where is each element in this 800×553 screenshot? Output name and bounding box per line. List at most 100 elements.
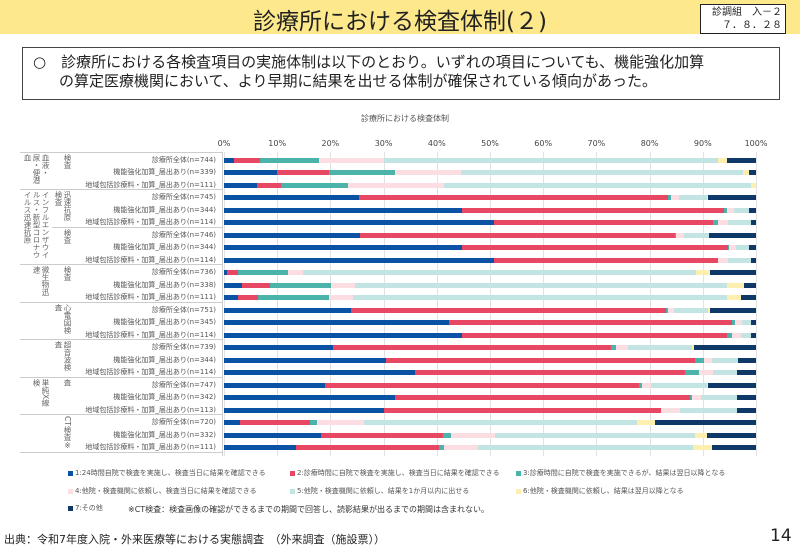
gridline [224,152,225,456]
legend-swatch [68,488,73,494]
gridline [702,152,704,456]
group-separator [20,301,222,303]
bar-segment-2 [461,332,728,338]
group-separator [20,339,222,341]
legend-swatch [290,488,295,494]
x-tick-label: 0% [217,139,231,148]
legend-swatch [68,505,73,511]
bar-segment-3 [439,445,445,451]
bar-segment-4 [317,420,364,426]
bullet-icon: ○ [33,53,47,71]
legend-item: 5:他院・検査機関に依頼し、結果を1か月以内に出せる [290,486,469,496]
row-label: 診療所全体(n=746) [151,230,216,239]
bar-segment-1 [224,320,450,326]
bar-segment-5 [713,370,737,376]
bar-segment-3 [727,245,730,251]
gridline [596,152,598,456]
bar-segment-7 [750,257,756,263]
legend-swatch [68,470,73,476]
group-outer-label: 単純X線検 [32,378,50,407]
group-separator [52,226,222,228]
bar-segment-1 [224,345,333,351]
bar-segment-5 [303,270,696,276]
legend-item: 7:その他 [68,503,103,513]
legend-swatch [516,470,521,476]
legend-swatch [516,488,521,494]
row-label: 地域包括診療料・加算_届出あり(n=113) [85,405,216,414]
bar-segment-3 [639,382,642,388]
bar-segment-4 [718,257,728,263]
bar-segment-2 [256,182,282,188]
group-separator [20,414,222,416]
legend-label: 3:診療時間に自院で検査を実施できるが、結果は翌日以降となる [523,469,726,477]
bar-segment-6 [708,307,711,313]
bar-segment-4 [444,445,478,451]
bar-segment-1 [224,245,462,251]
bar-segment-7 [736,407,756,413]
summary-line-1: 診療所における各検査項目の実施体制は以下のとおり。いずれの項目についても、機能強… [61,53,705,71]
bar-segment-5 [741,332,751,338]
bar-segment-3 [713,220,719,226]
bar-segment-1 [224,407,385,413]
bar-segment-7 [710,270,756,276]
bar-segment-7 [738,357,756,363]
bar-segment-2 [277,170,330,176]
row-label: 機能強化加算_届出あり(n=338) [113,280,216,289]
bar-segment-5 [741,320,751,326]
bar-segment-6 [743,170,750,176]
group-outer-label: 血液・尿・便潜血 [23,154,50,184]
group-inner-label: 心電図検査 [54,303,72,334]
bar-segment-6 [726,295,741,301]
bar-segment-5 [727,220,751,226]
bar-segment-6 [707,195,709,201]
x-tick-label: 70% [587,139,606,148]
gridline [490,152,491,456]
bar-segment-7 [736,370,756,376]
bar-segment-2 [332,345,612,351]
bar-segment-4 [727,207,734,213]
row-label: 機能強化加算_届出あり(n=344) [113,243,216,252]
group-separator [20,376,222,378]
bar-segment-3 [724,207,728,213]
x-tick-label: 30% [374,139,393,148]
bar-segment-2 [295,445,440,451]
legend-label: 4:他院・検査機関に依頼し、検査当日に結果を確認できる [75,487,257,495]
bar-segment-3 [269,282,331,288]
ct-note: ※CT検査：検査画像の確認ができるまでの期間で回答し、読影結果が出るまでの期間は… [128,505,490,514]
bar-segment-5 [383,158,718,163]
bar-segment-1 [224,307,351,313]
bar-segment-2 [461,207,725,213]
bar-segment-1 [224,332,462,338]
bar-segment-1 [224,420,241,426]
bar-segment-5 [684,232,710,238]
x-tick-label: 20% [321,139,340,148]
bar-segment-5 [735,245,750,251]
bar-segment-2 [494,257,719,263]
legend-item: 2:診療時間に自院で検査を実施し、検査当日に結果を確認できる [290,468,500,478]
bar-segment-3 [257,295,330,301]
summary-box: ○ 診療所における各検査項目の実施体制は以下のとおり。いずれの項目についても、機… [22,47,780,100]
legend-item: 1:24時間自院で検査を実施し、検査当日に結果を確認できる [68,468,266,478]
bar-segment-4 [718,220,728,226]
bar-segment-5 [460,170,744,176]
legend-item: 4:他院・検査機関に依頼し、検査当日に結果を確認できる [68,486,257,496]
bar-segment-5 [678,195,708,201]
bar-segment-3 [665,307,669,313]
row-label: 診療所全体(n=720) [151,418,216,427]
bar-segment-4 [732,332,742,338]
bar-segment-2 [449,320,733,326]
bar-segment-1 [224,282,242,288]
bar-segment-4 [330,282,355,288]
header-band [0,0,800,34]
bar-segment-1 [224,357,387,363]
bar-segment-6 [750,182,756,188]
bar-segment-1 [224,182,257,188]
bar-segment-7 [708,382,756,388]
bar-segment-4 [287,270,304,276]
group-inner-label: 検査 [63,154,72,169]
bar-segment-4 [670,195,679,201]
x-tick-label: 10% [268,139,287,148]
bar-segment-5 [627,345,693,351]
bar-segment-7 [749,245,756,251]
bar-segment-3 [237,270,288,276]
